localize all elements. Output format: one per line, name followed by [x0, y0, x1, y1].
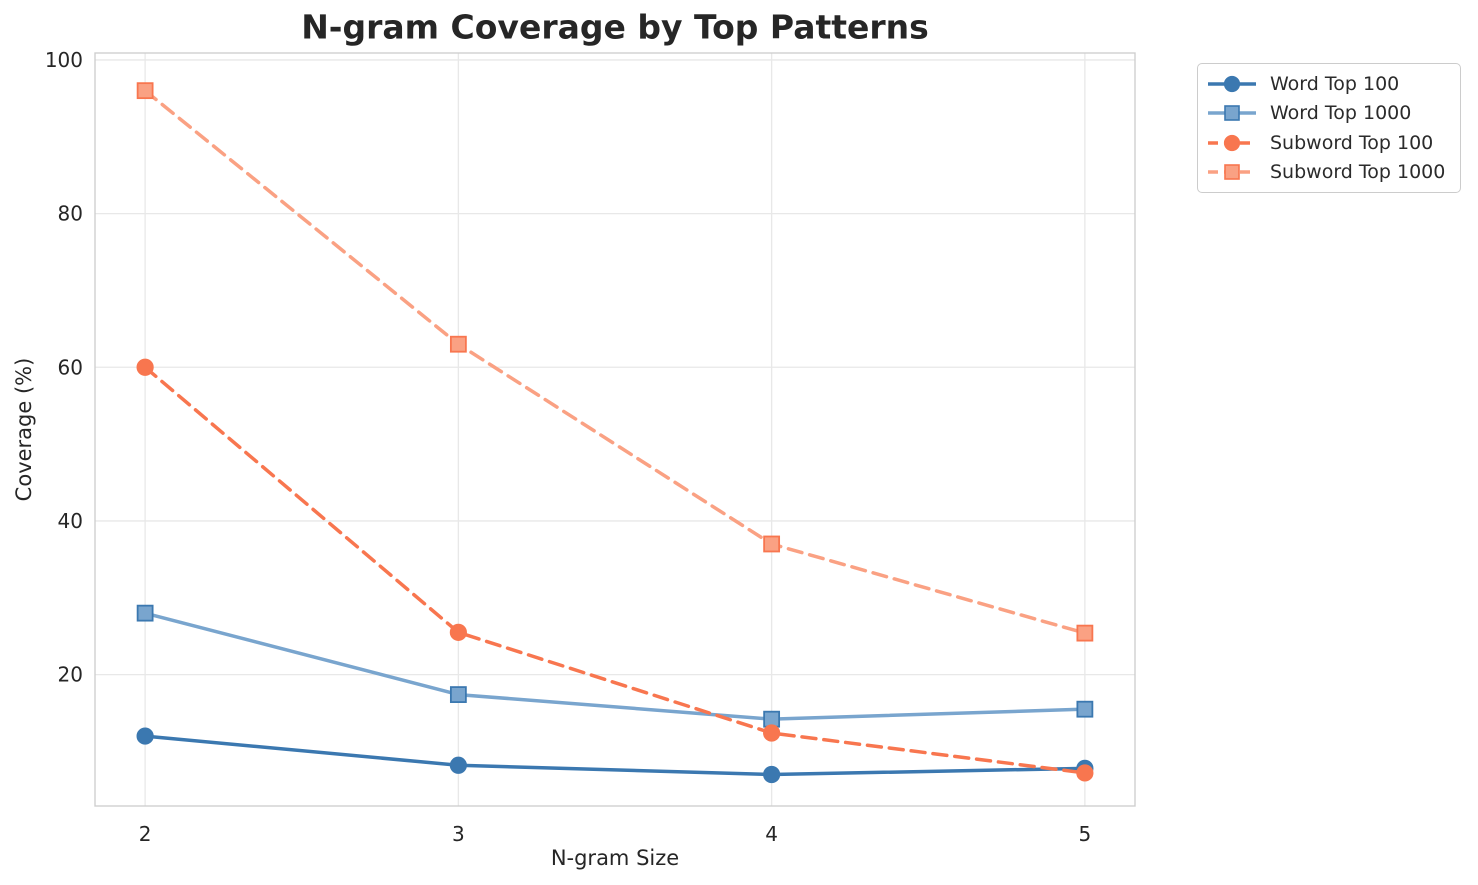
- y-tick-label: 20: [58, 663, 83, 687]
- legend-label: Subword Top 1000: [1270, 161, 1446, 184]
- legend-sample-circle-icon: [1208, 75, 1256, 92]
- legend-item-1: Word Top 1000: [1206, 99, 1452, 129]
- y-tick-label: 60: [58, 355, 83, 379]
- x-tick-label: 4: [765, 822, 778, 846]
- legend-marker-circle-icon: [1223, 75, 1241, 92]
- y-axis-label: Coverage (%): [12, 358, 36, 502]
- marker-circle-series-2: [763, 724, 781, 742]
- marker-circle-series-2: [136, 358, 154, 376]
- y-tick-label: 100: [45, 48, 83, 72]
- plot-border: [94, 52, 1136, 807]
- legend-label: Word Top 1000: [1270, 102, 1412, 125]
- x-axis-label: N-gram Size: [551, 846, 679, 870]
- marker-square-series-3: [449, 335, 467, 353]
- x-tick-label: 2: [139, 822, 152, 846]
- marker-circle-series-0: [136, 727, 154, 745]
- x-tick-label: 5: [1079, 822, 1092, 846]
- series-line-0: [143, 734, 1087, 777]
- legend-label: Word Top 100: [1270, 72, 1400, 95]
- marker-circle-series-2: [449, 623, 467, 641]
- marker-square-series-3: [1076, 624, 1094, 642]
- y-tick-label: 80: [58, 202, 83, 226]
- legend-item-0: Word Top 100: [1206, 69, 1452, 99]
- legend-item-3: Subword Top 1000: [1206, 158, 1452, 188]
- legend-sample-square-icon: [1208, 105, 1256, 122]
- marker-circle-series-0: [449, 756, 467, 774]
- marker-square-series-3: [763, 535, 781, 553]
- legend-sample-square-icon: [1208, 164, 1256, 181]
- marker-square-series-3: [136, 82, 154, 100]
- legend-marker-square-icon: [1224, 105, 1240, 122]
- marker-circle-series-2: [1076, 764, 1094, 782]
- legend-label: Subword Top 100: [1270, 131, 1434, 154]
- marker-square-series-1: [136, 604, 154, 622]
- legend-marker-circle-icon: [1223, 134, 1241, 151]
- series-line-2: [143, 365, 1087, 775]
- marker-square-series-1: [1076, 700, 1094, 718]
- series-line-1: [143, 611, 1087, 721]
- y-tick-label: 40: [58, 509, 83, 533]
- legend: Word Top 100 Word Top 1000 Subword Top 100…: [1197, 63, 1461, 193]
- marker-square-series-1: [449, 686, 467, 703]
- legend-item-2: Subword Top 100: [1206, 128, 1452, 158]
- legend-sample-circle-icon: [1208, 134, 1256, 151]
- legend-marker-square-icon: [1224, 164, 1240, 181]
- series-line-3: [143, 88, 1087, 635]
- x-tick-label: 3: [452, 822, 465, 846]
- marker-circle-series-0: [763, 765, 781, 784]
- chart-title: N-gram Coverage by Top Patterns: [301, 8, 929, 47]
